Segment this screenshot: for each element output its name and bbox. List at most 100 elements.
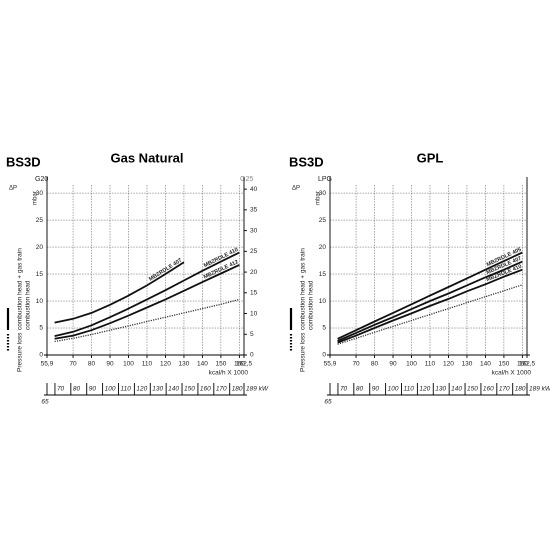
x2-tick-label: 130 — [152, 386, 163, 393]
x-tick-label: 160 — [517, 361, 528, 368]
legend-label: Pressure loss — [17, 332, 24, 372]
x-tick-label: 130 — [179, 361, 190, 368]
y2-tick-label: 40 — [250, 186, 258, 193]
y-label: ΔP — [9, 186, 17, 192]
y2-tick-label: 35 — [250, 207, 258, 214]
x-tick-label: 110 — [142, 361, 153, 368]
x-label: kcal/h X 1000 — [492, 370, 532, 377]
x-tick-label: 162,5 — [236, 361, 253, 368]
x2-tick-label: 180 — [232, 386, 243, 393]
y-tick-label: 15 — [36, 271, 44, 278]
model-label: BS3D — [289, 154, 324, 169]
y-tick-label: 20 — [319, 244, 327, 251]
y-tick-label: 10 — [319, 298, 327, 305]
x2-tick-label: 80 — [73, 386, 81, 393]
x2-tick-label: 110 — [120, 386, 131, 393]
dotted-line — [337, 284, 523, 345]
y-tick-label: 25 — [319, 217, 327, 224]
x-tick-label: 120 — [160, 361, 171, 368]
chart-title: Gas Natural — [111, 150, 184, 165]
x2-tick-label: 170 — [499, 386, 510, 393]
x2-tick-label: 120 — [136, 386, 147, 393]
x2-tick-label: 65 — [41, 399, 49, 406]
x-tick-label: 150 — [498, 361, 509, 368]
series-line — [337, 260, 523, 342]
y2-tick-label: 0 — [250, 352, 254, 359]
legend-label: combustion head — [25, 280, 32, 330]
chart-title: GPL — [417, 150, 444, 165]
x2-tick-label: 150 — [184, 386, 195, 393]
x2-tick-label: 90 — [372, 386, 380, 393]
x2-tick-label: 160 — [200, 386, 211, 393]
legend-label: Pressure loss — [300, 332, 307, 372]
y-series-label: G20 — [35, 176, 48, 183]
x2-tick-label: 70 — [340, 386, 348, 393]
y-tick-label: 5 — [322, 325, 326, 332]
y2-tick-label: 20 — [250, 269, 258, 276]
x2-tick-label: 100 — [388, 386, 399, 393]
x-tick-label: 70 — [69, 361, 77, 368]
x2-tick-label: 140 — [451, 386, 462, 393]
x-tick-label: 110 — [425, 361, 436, 368]
y-tick-label: 25 — [36, 217, 44, 224]
x2-tick-label: 120 — [419, 386, 430, 393]
x-tick-label: 140 — [197, 361, 208, 368]
model-label: BS3D — [6, 154, 41, 169]
x2-tick-label: 189 kW — [529, 386, 550, 393]
x-tick-label: 70 — [352, 361, 360, 368]
y-tick-label: 0 — [322, 352, 326, 359]
x-tick-label: 100 — [123, 361, 134, 368]
y2-tick-label: 15 — [250, 290, 258, 297]
x-tick-label: 130 — [462, 361, 473, 368]
x-label: kcal/h X 1000 — [209, 370, 249, 377]
y-tick-label: 10 — [36, 298, 44, 305]
y-tick-label: 20 — [36, 244, 44, 251]
x-tick-label: 55,9 — [41, 361, 54, 368]
x2-tick-label: 150 — [467, 386, 478, 393]
y-tick-label: 0 — [39, 352, 43, 359]
x-tick-label: 160 — [234, 361, 245, 368]
y-tick-label: 5 — [39, 325, 43, 332]
y-label: ΔP — [292, 186, 300, 192]
y-unit: mbar — [316, 191, 322, 205]
x2-tick-label: 80 — [356, 386, 364, 393]
x2-tick-label: 140 — [168, 386, 179, 393]
series-line — [54, 251, 240, 337]
x2-tick-label: 70 — [57, 386, 65, 393]
y-tick-label: 30 — [36, 190, 44, 197]
x2-tick-label: 65 — [324, 399, 332, 406]
x-tick-label: 80 — [371, 361, 379, 368]
x-tick-label: 120 — [443, 361, 454, 368]
x-tick-label: 150 — [215, 361, 226, 368]
series-line — [337, 251, 523, 340]
legend-label: combustion head — [308, 280, 315, 330]
legend-label: combustion head + gas train — [300, 248, 307, 330]
x2-tick-label: 189 kW — [246, 386, 269, 393]
x-tick-label: 162,5 — [519, 361, 536, 368]
x2-tick-label: 170 — [216, 386, 227, 393]
y-tick-label: 15 — [319, 271, 327, 278]
x2-tick-label: 100 — [105, 386, 116, 393]
series-line — [54, 264, 240, 340]
x2-tick-label: 160 — [483, 386, 494, 393]
x2-tick-label: 90 — [89, 386, 97, 393]
y2-series-label: G25 — [240, 176, 253, 183]
x-tick-label: 100 — [406, 361, 417, 368]
legend-label: combustion head + gas train — [17, 248, 24, 330]
x-tick-label: 90 — [106, 361, 114, 368]
dotted-line — [54, 298, 240, 343]
y-series-label: LPG — [318, 176, 332, 183]
series-line — [54, 261, 185, 324]
y2-tick-label: 5 — [250, 331, 254, 338]
x-tick-label: 55,9 — [324, 361, 337, 368]
y2-tick-label: 25 — [250, 248, 258, 255]
y2-tick-label: 30 — [250, 227, 258, 234]
y-unit: mbar — [33, 191, 39, 205]
series-line — [337, 268, 523, 344]
x-tick-label: 140 — [480, 361, 491, 368]
x2-tick-label: 130 — [435, 386, 446, 393]
x-tick-label: 80 — [88, 361, 96, 368]
y2-tick-label: 10 — [250, 310, 258, 317]
x2-tick-label: 110 — [403, 386, 414, 393]
